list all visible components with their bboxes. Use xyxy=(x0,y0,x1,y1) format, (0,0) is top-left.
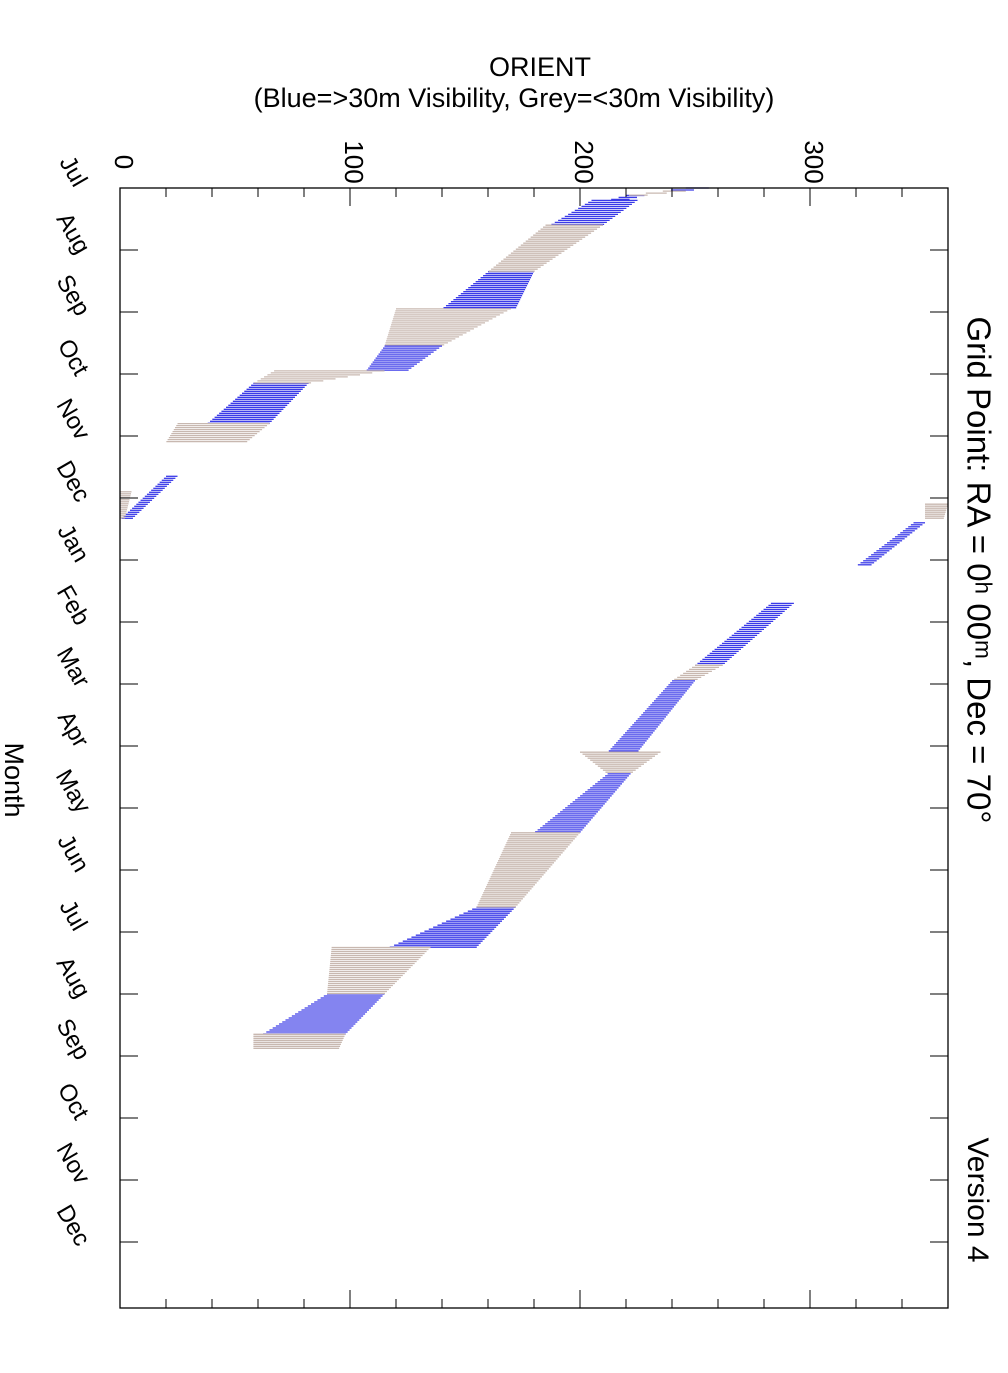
visibility-segment-blue-2 xyxy=(551,199,638,226)
month-tick-label-2: Sep xyxy=(51,270,96,320)
visibility-segment-grey-2 xyxy=(384,308,511,346)
visibility-segment-grey-7 xyxy=(674,664,723,681)
month-tick-label-12: Jul xyxy=(54,895,93,935)
visibility-segment-grey-11 xyxy=(253,1033,346,1049)
month-tick-label-16: Nov xyxy=(51,1138,96,1188)
visibility-segment-grey-9 xyxy=(476,832,580,908)
orient-tick-label-3: 300 xyxy=(799,140,829,183)
month-tick-label-3: Oct xyxy=(52,335,94,381)
month-tick-label-5: Dec xyxy=(51,456,96,506)
month-tick-label-10: May xyxy=(50,765,96,818)
month-tick-label-11: Jun xyxy=(52,830,95,877)
orient-axis-title: ORIENT xyxy=(489,52,591,82)
month-tick-label-9: Apr xyxy=(52,706,94,752)
chart-title: Grid Point: RA = 0ʰ 00ᵐ, Dec = 70° xyxy=(960,316,997,823)
visibility-segment-grey-6 xyxy=(925,503,948,519)
orient-axis-subtitle: (Blue=>30m Visibility, Grey=<30m Visibil… xyxy=(254,83,775,113)
version-label: Version 4 xyxy=(961,1137,994,1262)
visibility-segment-grey-3 xyxy=(254,370,385,384)
month-tick-label-4: Nov xyxy=(51,394,96,444)
visibility-segment-blue-3 xyxy=(443,271,534,309)
month-tick-label-14: Sep xyxy=(51,1014,96,1064)
visibility-segment-grey-1 xyxy=(488,224,603,272)
month-tick-label-1: Aug xyxy=(51,208,96,258)
visibility-segment-blue-9 xyxy=(608,680,695,752)
plot-area xyxy=(120,188,948,1308)
visibility-segment-grey-10 xyxy=(327,946,431,995)
visibility-segment-blue-10 xyxy=(535,773,631,833)
orient-tick-label-2: 200 xyxy=(569,140,599,183)
month-tick-label-8: Mar xyxy=(51,643,95,692)
visibility-segment-grey-0 xyxy=(628,190,686,196)
month-tick-label-13: Aug xyxy=(51,952,96,1002)
visibility-segment-blue-7 xyxy=(857,522,925,566)
visibility-segment-blue-8 xyxy=(695,602,794,667)
series-grey xyxy=(120,190,948,1049)
visibility-segment-grey-5 xyxy=(120,491,132,519)
month-tick-label-0: Jul xyxy=(54,151,93,191)
visibility-segment-grey-4 xyxy=(166,422,270,443)
visibility-segment-grey-8 xyxy=(580,751,661,773)
month-tick-label-15: Oct xyxy=(52,1079,94,1125)
visibility-segment-blue-4 xyxy=(366,345,442,371)
series-blue xyxy=(121,187,925,1035)
month-tick-label-7: Feb xyxy=(51,581,95,630)
orient-tick-label-1: 100 xyxy=(339,140,369,183)
month-tick-label-17: Dec xyxy=(51,1200,96,1250)
orient-tick-label-0: 0 xyxy=(109,155,139,169)
month-tick-label-6: Jan xyxy=(52,520,95,567)
month-axis-title: Month xyxy=(0,742,29,817)
